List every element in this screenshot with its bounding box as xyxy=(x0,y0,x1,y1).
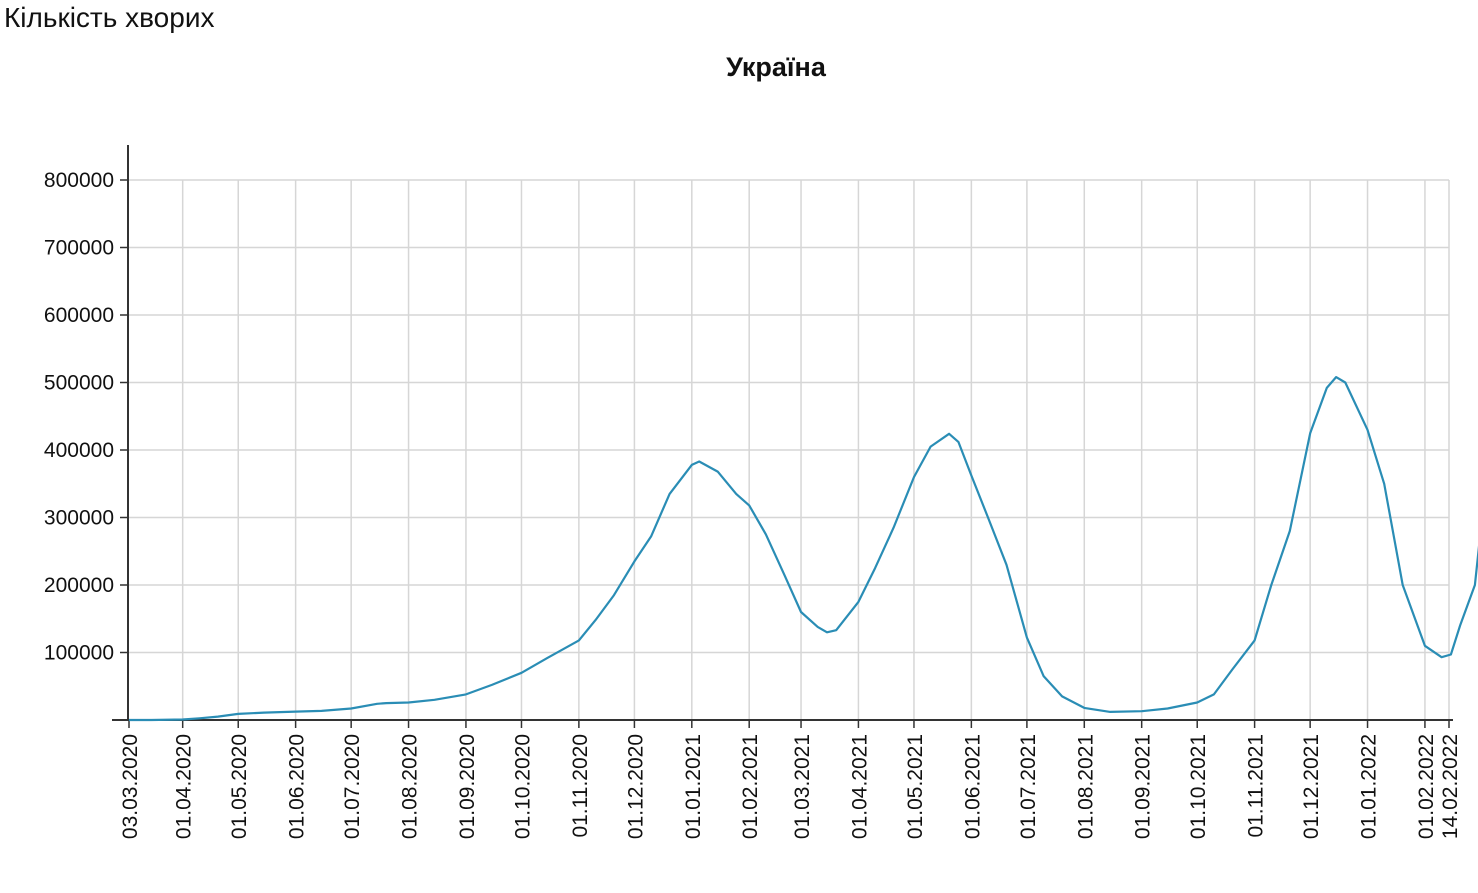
series-line xyxy=(129,376,1478,722)
x-tick-label: 01.05.2021 xyxy=(904,734,927,839)
x-tick-label: 01.04.2021 xyxy=(848,734,871,839)
y-axis-ticks: 100000 200000 300000 400000 500000 600000 7000… xyxy=(44,169,128,665)
series-group xyxy=(129,376,1478,722)
y-tick-label: 200000 xyxy=(44,574,114,597)
y-tick-label: 700000 xyxy=(44,237,114,260)
x-tick-label: 01.03.2021 xyxy=(791,734,814,839)
x-tick-label: 01.06.2020 xyxy=(286,734,309,839)
y-tick-label: 600000 xyxy=(44,304,114,327)
y-tick-label: 400000 xyxy=(44,439,114,462)
x-tick-label: 01.11.2020 xyxy=(569,734,592,838)
chart-title: Україна xyxy=(726,52,826,82)
x-tick-label: 01.04.2020 xyxy=(173,734,196,839)
x-tick-label: 01.07.2021 xyxy=(1017,734,1040,839)
x-tick-label: 01.05.2020 xyxy=(228,734,251,839)
x-tick-label: 01.08.2021 xyxy=(1074,734,1097,839)
y-tick-label: 800000 xyxy=(44,169,114,192)
y-tick-label: 100000 xyxy=(44,642,114,665)
axes xyxy=(112,145,1453,721)
y-tick-label: 300000 xyxy=(44,507,114,530)
x-tick-label: 01.06.2021 xyxy=(961,734,984,839)
x-tick-label: 01.10.2020 xyxy=(511,734,534,839)
x-tick-label: 01.12.2020 xyxy=(624,734,647,839)
x-tick-label: 01.09.2020 xyxy=(456,734,479,839)
x-tick-label: 03.03.2020 xyxy=(119,734,142,839)
x-tick-label: 01.02.2021 xyxy=(739,734,762,839)
x-tick-label: 01.07.2020 xyxy=(341,734,364,839)
x-tick-label: 14.02.2022 xyxy=(1439,734,1462,839)
x-tick-label: 01.10.2021 xyxy=(1187,734,1210,839)
page-heading: Кількість хворих xyxy=(4,2,215,33)
x-tick-label: 01.01.2021 xyxy=(682,734,705,839)
x-tick-label: 01.08.2020 xyxy=(399,734,422,839)
x-axis-ticks: 03.03.2020 01.04.2020 01.05.2020 01.06.2020… xyxy=(119,720,1462,839)
x-tick-label: 01.01.2022 xyxy=(1358,734,1381,839)
x-tick-label: 01.02.2022 xyxy=(1415,734,1438,839)
y-tick-label: 500000 xyxy=(44,372,114,395)
gridlines xyxy=(128,179,1450,720)
x-tick-label: 01.09.2021 xyxy=(1132,734,1155,839)
x-tick-label: 01.11.2021 xyxy=(1245,734,1268,838)
x-tick-label: 01.12.2021 xyxy=(1300,734,1323,839)
